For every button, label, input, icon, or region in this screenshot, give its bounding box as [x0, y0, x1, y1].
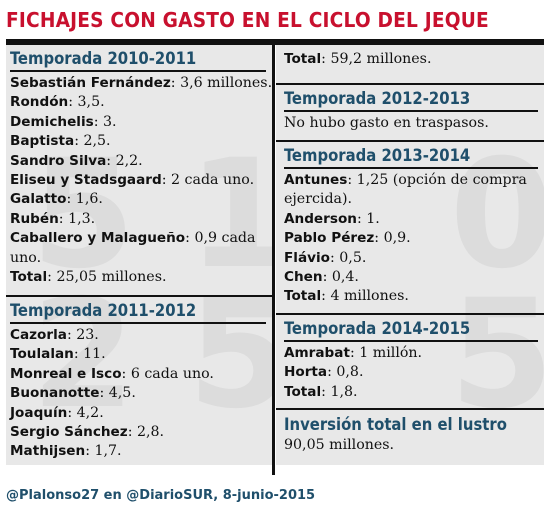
signing-line: Amrabat: 1 millón.: [284, 345, 423, 361]
signing-line: Monreal e Isco: 6 cada uno.: [10, 365, 214, 382]
signing-line: Sebastián Fernández: 3,6 millones.: [10, 75, 272, 91]
signing-line: Joaquín: 4,2.: [10, 404, 104, 421]
section-divider: [6, 295, 272, 297]
signing-line: Flávio: 0,5.: [284, 249, 367, 266]
source-credit: @Plalonso27 en @DiarioSUR, 8-junio-2015: [6, 488, 316, 503]
total-value: 90,05 millones.: [284, 437, 395, 453]
signing-line: Rubén: 1,3.: [10, 210, 96, 227]
section-divider: [276, 83, 544, 85]
signing-line: Sergio Sánchez: 2,8.: [10, 424, 165, 441]
section-divider: [276, 140, 544, 142]
season-total: Total: 59,2 millones.: [284, 51, 432, 67]
season-total: Total: 4 millones.: [284, 288, 409, 305]
season-2013-2014: Temporada 2013-2014 Antunes: 1,25 (opció…: [284, 146, 538, 307]
signing-line: Anderson: 1.: [284, 210, 380, 227]
season-header: Temporada 2010-2011: [10, 49, 266, 72]
section-divider: [276, 313, 544, 315]
season-2010-2011: Temporada 2010-2011 Sebastián Fernández:…: [10, 49, 272, 287]
season-2014-2015: Temporada 2014-2015 Amrabat: 1 millón. H…: [284, 319, 538, 402]
season-header: Temporada 2013-2014: [284, 146, 538, 169]
season-2011-2012: Temporada 2011-2012 Cazorla: 23. Toulala…: [10, 301, 266, 462]
season-total: Total: 25,05 millones.: [10, 269, 167, 286]
signing-line: Sandro Silva: 2,2.: [10, 152, 143, 169]
signing-line: Buonanotte: 4,5.: [10, 385, 136, 402]
signing-line: Pablo Pérez: 0,9.: [284, 230, 411, 247]
season-header: Temporada 2012-2013: [284, 89, 538, 112]
signing-line: Eliseu y Stadsgaard: 2 cada uno.: [10, 172, 255, 189]
signing-line: Chen: 0,4.: [284, 269, 359, 286]
season-total: Total: 1,8.: [284, 383, 358, 400]
total-investment: Inversión total en el lustro 90,05 millo…: [284, 415, 538, 455]
signing-line: Rondón: 3,5.: [10, 94, 105, 111]
signing-line: Mathijsen: 1,7.: [10, 443, 122, 460]
season-2011-2012-total: Total: 59,2 millones.: [284, 50, 538, 69]
column-divider: [272, 45, 275, 475]
season-2012-2013: Temporada 2012-2013 No hubo gasto en tra…: [284, 89, 538, 133]
season-note: No hubo gasto en traspasos.: [284, 115, 489, 131]
top-rule: [6, 39, 544, 45]
signing-line: Galatto: 1,6.: [10, 191, 103, 208]
total-header: Inversión total en el lustro: [284, 415, 507, 434]
signing-line: Caballero y Malagueño: 0,9 cada uno.: [10, 230, 256, 266]
season-header: Temporada 2011-2012: [10, 301, 266, 324]
signing-line: Baptista: 2,5.: [10, 133, 111, 150]
section-divider: [276, 408, 544, 410]
page-title: FICHAJES CON GASTO EN EL CICLO DEL JEQUE: [6, 8, 489, 32]
signing-line: Horta: 0,8.: [284, 364, 364, 381]
signing-line: Antunes: 1,25 (opción de compra ejercida…: [284, 172, 527, 208]
signing-line: Demichelis: 3.: [10, 113, 117, 130]
season-header: Temporada 2014-2015: [284, 319, 538, 342]
signing-line: Toulalan: 11.: [10, 346, 106, 363]
signing-line: Cazorla: 23.: [10, 327, 99, 343]
